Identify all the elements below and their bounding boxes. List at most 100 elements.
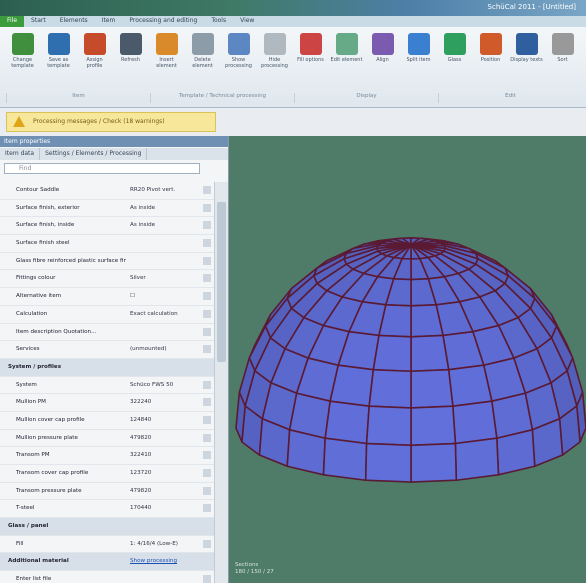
ribbon-button[interactable]: Sort — [546, 31, 579, 87]
property-button[interactable] — [203, 256, 211, 265]
property-row[interactable]: Services (unmounted) — [0, 341, 214, 359]
button-icon — [479, 33, 502, 55]
ribbon-button[interactable]: Align — [366, 31, 399, 87]
property-row[interactable]: Surface finish, inside As inside — [0, 217, 214, 236]
section-header[interactable]: Glass / panel — [0, 518, 214, 536]
property-row[interactable]: Mullion pressure plate 479820 — [0, 430, 214, 448]
panel-tab[interactable]: Item data — [0, 148, 41, 160]
properties-panel: Item properties Item data Settings / Elem… — [0, 136, 229, 583]
ribbon-button[interactable]: Change template — [6, 31, 39, 87]
property-label: Transom cover cap profile — [16, 470, 89, 476]
window-title: SchüCal 2011 - [Untitled] — [487, 3, 576, 11]
section-header[interactable]: System / profiles — [0, 358, 214, 377]
property-value: Exact calculation — [130, 310, 178, 317]
section-header[interactable]: Additional material Show processing — [0, 553, 214, 572]
property-button[interactable] — [203, 186, 211, 194]
dome-panel — [452, 400, 498, 445]
ribbon-groups: Item Template / Technical processing Displ… — [6, 93, 582, 103]
property-button[interactable] — [203, 433, 211, 442]
property-label: Enter list file — [16, 576, 52, 583]
property-button[interactable] — [203, 451, 211, 460]
property-value: 479820 — [130, 434, 152, 441]
dome-panel — [329, 364, 375, 407]
ribbon-tab[interactable]: Start — [31, 17, 46, 24]
property-row[interactable]: Mullion cover cap profile 124840 — [0, 412, 214, 430]
property-row[interactable]: Transom pressure plate 479820 — [0, 483, 214, 501]
property-button[interactable] — [203, 203, 211, 212]
property-label: Surface finish steel — [16, 240, 70, 247]
ribbon-tab[interactable]: Processing and editing — [129, 17, 198, 24]
section-title: Additional material — [8, 558, 69, 565]
ribbon-tab[interactable]: Item — [101, 17, 116, 24]
dome-panel — [324, 400, 370, 445]
property-button[interactable] — [203, 539, 211, 548]
property-row[interactable]: Alternative item ☐ — [0, 288, 214, 306]
ribbon-button[interactable]: Display texts — [510, 31, 543, 87]
button-label: Save as template — [47, 57, 70, 69]
ribbon-tab[interactable]: Tools — [211, 17, 227, 24]
property-value[interactable]: Show processing — [130, 558, 178, 565]
viewport-3d[interactable]: Sections 180 / 150 / 27 — [229, 136, 586, 583]
button-label: Change template — [11, 57, 34, 69]
property-button[interactable] — [203, 380, 211, 389]
property-row[interactable]: Surface finish, exterior As inside — [0, 200, 214, 218]
button-icon — [551, 33, 574, 55]
property-button[interactable] — [203, 274, 211, 283]
ribbon-button[interactable]: Edit element — [330, 31, 363, 87]
property-row[interactable]: Surface finish steel — [0, 235, 214, 253]
property-label: Glass fibre reinforced plastic surface f… — [16, 257, 126, 264]
property-row[interactable]: Item description Quotation... — [0, 324, 214, 342]
property-button[interactable] — [203, 415, 211, 424]
property-row[interactable]: Enter list file — [0, 571, 214, 583]
ribbon-tab[interactable]: Elements — [59, 17, 88, 24]
property-button[interactable] — [203, 327, 211, 336]
ribbon-button[interactable]: Glass — [438, 31, 471, 87]
ribbon-button[interactable]: Show processing — [222, 31, 255, 87]
property-button[interactable] — [203, 292, 211, 301]
ribbon-button[interactable]: Position — [474, 31, 507, 87]
warning-bar[interactable]: Processing messages / Check (18 warnings… — [6, 112, 216, 132]
property-row[interactable]: Contour Saddle RR20 Pivot vert. — [0, 182, 214, 200]
property-row[interactable]: Calculation Exact calculation — [0, 306, 214, 324]
ribbon-button[interactable]: Delete element — [186, 31, 219, 87]
ribbon-button[interactable]: Split item — [402, 31, 435, 87]
ribbon-button[interactable]: Refresh — [114, 31, 147, 87]
ribbon-tab[interactable]: View — [240, 17, 255, 24]
property-row[interactable]: Fittings colour Silver — [0, 270, 214, 289]
scroll-thumb[interactable] — [217, 202, 226, 362]
ribbon-button[interactable]: Assign profile — [78, 31, 111, 87]
property-button[interactable] — [203, 345, 211, 354]
button-label: Split item — [406, 57, 431, 63]
property-button[interactable] — [203, 398, 211, 407]
property-row[interactable]: Fill 1: 4/16/4 (Low-E) — [0, 536, 214, 554]
property-value: 322240 — [130, 399, 152, 406]
dome-panel — [410, 405, 457, 447]
ribbon-button[interactable]: Insert element — [150, 31, 183, 87]
property-button[interactable] — [203, 504, 211, 513]
ribbon-button[interactable]: Fill options — [294, 31, 327, 87]
button-icon — [11, 33, 34, 55]
property-button[interactable] — [203, 239, 211, 248]
property-row[interactable]: Transom cover cap profile 123720 — [0, 465, 214, 483]
property-button[interactable] — [203, 221, 211, 230]
property-label: Fill — [16, 540, 24, 547]
property-row[interactable]: Mullion PM 322240 — [0, 394, 214, 412]
search-box[interactable]: Find — [4, 163, 200, 174]
property-row[interactable]: Glass fibre reinforced plastic surface f… — [0, 253, 214, 271]
ribbon-tab[interactable]: File — [0, 16, 25, 27]
panel-tab[interactable]: Settings / Elements / Processing — [40, 148, 148, 160]
panel-tabs: Item data Settings / Elements / Processin… — [0, 148, 228, 160]
property-row[interactable]: T-steel 170440 — [0, 500, 214, 519]
property-row[interactable]: Transom PM 322410 — [0, 447, 214, 465]
property-row[interactable]: System Schüco FWS 50 — [0, 377, 214, 395]
button-label: Refresh — [121, 57, 140, 63]
ribbon-button[interactable]: Save as template — [42, 31, 75, 87]
ribbon-button[interactable]: Hide processing — [258, 31, 291, 87]
button-icon — [407, 33, 430, 55]
scrollbar[interactable] — [214, 182, 228, 583]
button-label: Insert element — [156, 57, 177, 69]
property-button[interactable] — [203, 486, 211, 495]
property-button[interactable] — [203, 469, 211, 477]
property-button[interactable] — [203, 575, 211, 583]
property-button[interactable] — [203, 309, 211, 318]
